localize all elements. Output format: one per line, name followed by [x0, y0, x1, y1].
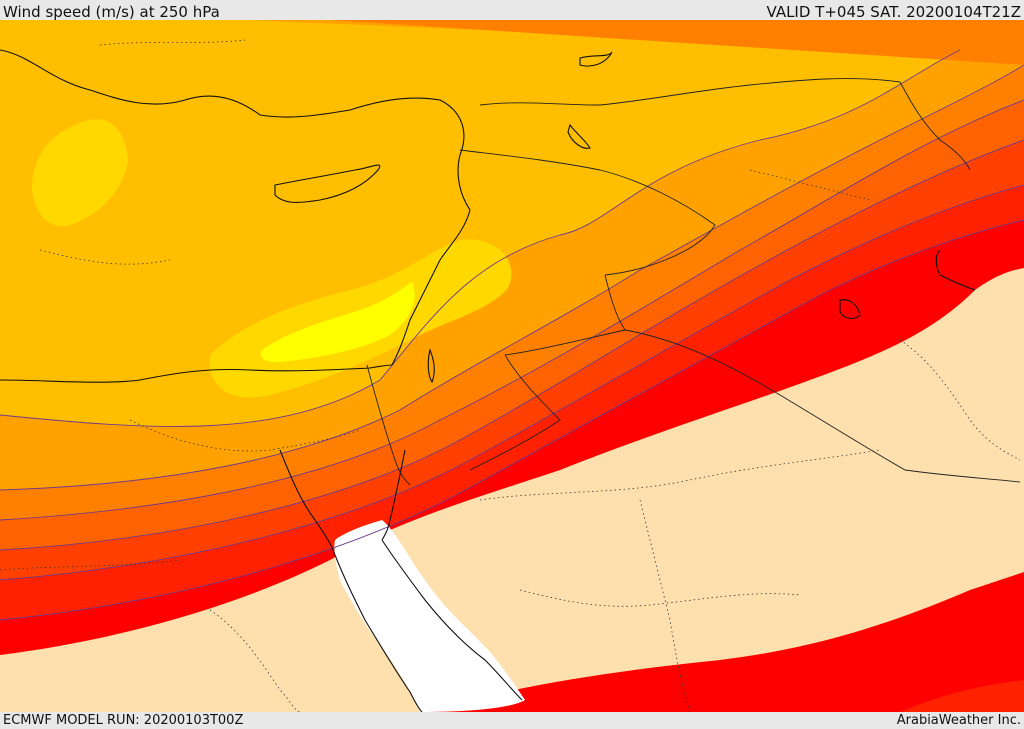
band-yellow-core: [260, 282, 415, 363]
egypt-coast: [0, 364, 393, 383]
red-sea-east-coast: [381, 539, 523, 701]
valid-time: VALID T+045 SAT. 20200104T21Z: [766, 3, 1021, 21]
weak-wind-land-south: [0, 268, 1024, 712]
country-borders: [366, 78, 1021, 486]
footer-bar: ECMWF MODEL RUN: 20200103T00Z ArabiaWeat…: [0, 712, 1024, 729]
region-borders: [0, 39, 1021, 712]
dead-sea: [427, 348, 435, 384]
red-sea-west-coast: [334, 554, 423, 712]
persian-gulf-coast: [935, 249, 976, 291]
lake-van: [579, 51, 613, 67]
coastlines: [0, 49, 976, 712]
header-bar: Wind speed (m/s) at 250 hPa VALID T+045 …: [0, 0, 1024, 20]
map-title: Wind speed (m/s) at 250 hPa: [3, 3, 220, 21]
gulf-aqaba: [381, 449, 406, 541]
gulf-island: [839, 299, 861, 319]
cyprus: [274, 164, 381, 203]
contour-lines: [0, 49, 1024, 621]
anatolia-coast: [0, 49, 471, 211]
band-red-southeast: [420, 572, 1024, 712]
credit: ArabiaWeather Inc.: [896, 713, 1021, 728]
band-red-light-southeast: [900, 680, 1024, 712]
levant-coast: [391, 209, 471, 366]
wind-speed-map: [0, 20, 1024, 712]
sinai-gulf-suez: [279, 449, 336, 556]
lake-tuz: [567, 123, 591, 149]
band-gold-west: [32, 119, 128, 227]
red-sea: [334, 520, 525, 712]
model-run: ECMWF MODEL RUN: 20200103T00Z: [3, 713, 244, 728]
